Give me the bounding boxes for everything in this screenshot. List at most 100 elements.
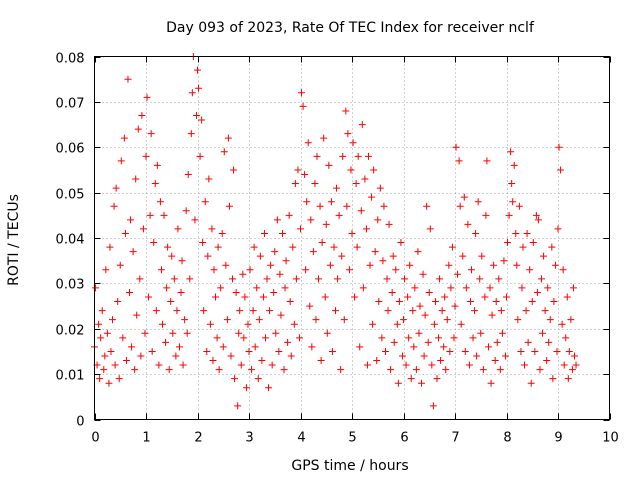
- data-point: [447, 284, 455, 292]
- data-point: [431, 298, 439, 306]
- data-point: [380, 202, 388, 210]
- data-point: [366, 261, 374, 269]
- data-point: [201, 198, 209, 206]
- x-tick-label: 9: [554, 431, 562, 446]
- data-point: [290, 320, 298, 328]
- data-point: [562, 334, 570, 342]
- data-point: [112, 184, 120, 192]
- data-point: [348, 229, 356, 237]
- data-point: [285, 211, 293, 219]
- data-point: [528, 298, 536, 306]
- data-point: [219, 343, 227, 351]
- data-point: [448, 243, 456, 251]
- data-point: [374, 216, 382, 224]
- data-point: [139, 225, 147, 233]
- data-point: [373, 357, 381, 365]
- data-point: [334, 275, 342, 283]
- data-point: [254, 375, 262, 383]
- data-point: [492, 298, 500, 306]
- data-point: [119, 334, 127, 342]
- data-point: [455, 157, 463, 165]
- data-point: [521, 361, 529, 369]
- data-point: [337, 366, 345, 374]
- data-point: [491, 357, 499, 365]
- data-point: [351, 293, 359, 301]
- data-point: [186, 275, 194, 283]
- data-point: [304, 139, 312, 147]
- data-point: [418, 379, 426, 387]
- data-point: [465, 361, 473, 369]
- data-point: [102, 266, 110, 274]
- data-point: [200, 307, 208, 315]
- data-point: [378, 334, 386, 342]
- data-point: [402, 361, 410, 369]
- data-point: [507, 148, 515, 156]
- data-point: [151, 180, 159, 188]
- data-point: [321, 293, 329, 301]
- data-point: [222, 261, 230, 269]
- data-point: [316, 202, 324, 210]
- data-point: [248, 366, 256, 374]
- data-point: [92, 284, 100, 292]
- data-point: [533, 288, 541, 296]
- data-point: [215, 366, 223, 374]
- data-point: [567, 316, 575, 324]
- data-point: [249, 307, 257, 315]
- data-point: [546, 316, 554, 324]
- data-point: [308, 343, 316, 351]
- data-point: [335, 211, 343, 219]
- data-point: [237, 361, 245, 369]
- data-point: [117, 157, 125, 165]
- data-point: [501, 352, 509, 360]
- data-point: [178, 257, 186, 265]
- data-point: [326, 261, 334, 269]
- data-point: [275, 347, 283, 355]
- data-point: [368, 193, 376, 201]
- data-point: [256, 252, 264, 260]
- data-point: [477, 329, 485, 337]
- data-point: [478, 252, 486, 260]
- data-point: [198, 116, 206, 124]
- data-point: [544, 284, 552, 292]
- data-point: [133, 311, 141, 319]
- data-point: [359, 284, 367, 292]
- data-point: [250, 243, 258, 251]
- data-point: [522, 307, 530, 315]
- data-point: [563, 293, 571, 301]
- data-point: [510, 161, 518, 169]
- data-point: [294, 166, 302, 174]
- data-point: [414, 248, 422, 256]
- data-point: [514, 316, 522, 324]
- data-point: [277, 311, 285, 319]
- y-tick-label: 0.08: [56, 52, 85, 67]
- data-point: [343, 202, 351, 210]
- data-point: [297, 225, 304, 233]
- data-point: [459, 252, 467, 260]
- data-point: [555, 143, 563, 151]
- data-point: [152, 307, 160, 315]
- data-point: [303, 198, 311, 206]
- data-point: [461, 347, 469, 355]
- data-point: [101, 352, 109, 360]
- x-tick-label: 2: [194, 431, 202, 446]
- data-point: [457, 320, 465, 328]
- data-point: [309, 248, 317, 256]
- data-point: [517, 347, 525, 355]
- data-point: [347, 166, 355, 174]
- data-point: [531, 347, 539, 355]
- data-point: [471, 307, 479, 315]
- data-point: [451, 302, 459, 310]
- data-point: [460, 193, 468, 201]
- data-point: [433, 375, 441, 383]
- data-point: [103, 329, 111, 337]
- data-point: [311, 180, 319, 188]
- data-point: [416, 302, 424, 310]
- data-point: [295, 334, 303, 342]
- data-point: [280, 366, 288, 374]
- data-point: [196, 152, 204, 160]
- data-point: [513, 261, 521, 269]
- y-tick-label: 0.04: [56, 233, 85, 248]
- data-point: [508, 180, 516, 188]
- data-point: [270, 288, 278, 296]
- data-point: [276, 270, 284, 278]
